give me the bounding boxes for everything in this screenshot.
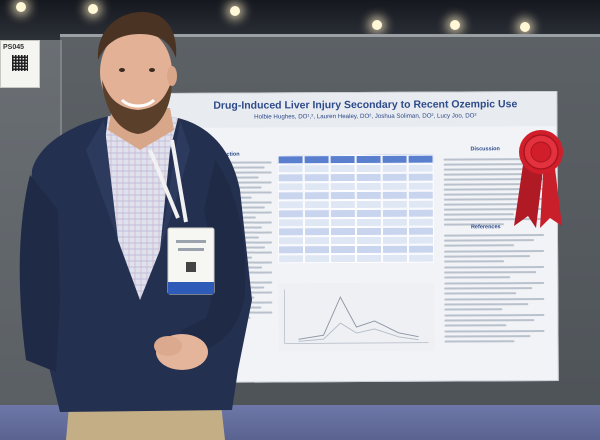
ceiling [0, 0, 600, 40]
ceiling-light [450, 20, 460, 30]
ceiling-light [372, 20, 382, 30]
research-poster: Drug-Induced Liver Injury Secondary to R… [164, 90, 559, 384]
lab-trend-chart [278, 282, 435, 352]
booth-number: PS045 [3, 44, 25, 51]
ceiling-light [520, 22, 530, 32]
ceiling-light [230, 6, 240, 16]
ceiling-light [16, 2, 26, 12]
qr-code-icon [12, 55, 28, 71]
ceiling-light [88, 4, 98, 14]
booth-number-sign: PS045 [0, 40, 40, 88]
award-ribbon-icon [514, 130, 563, 228]
